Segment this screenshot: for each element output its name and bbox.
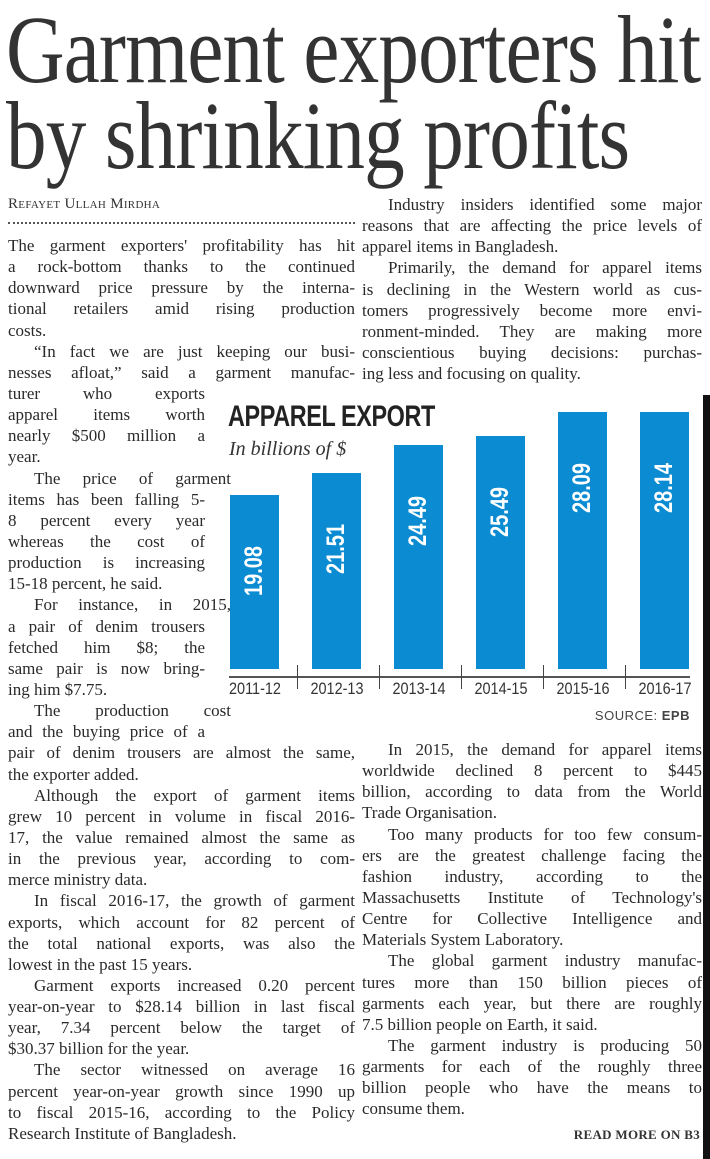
article-line: billion people who have the means to xyxy=(362,1078,702,1098)
article-line: grew 10 percent in volume in fiscal 2016… xyxy=(8,806,355,826)
article-line: a rock-bottom thanks to the continued xyxy=(8,257,355,277)
article-line: items has been falling 5- xyxy=(8,489,205,509)
article-line: worldwide declined 8 percent to $445 xyxy=(362,761,702,781)
article-line: pair of denim trousers are almost the sa… xyxy=(8,743,355,763)
article-line: percent year-on-year growth since 1990 u… xyxy=(8,1081,355,1101)
source-prefix: SOURCE: xyxy=(594,708,658,723)
x-tick xyxy=(625,665,626,689)
headline-line-1: Garment exporters hit xyxy=(6,0,701,103)
article-line: year-on-year to $28.14 billion in last f… xyxy=(8,997,355,1017)
article-line: garments for each of the roughly three xyxy=(362,1057,702,1077)
article-line: ers are the greatest challenge facing th… xyxy=(362,845,702,865)
article-line: year. xyxy=(8,447,41,467)
article-line: Although the export of garment items xyxy=(34,785,355,805)
article-line: The sector witnessed on average 16 xyxy=(34,1060,355,1080)
article-line: nearly $500 million a xyxy=(8,426,205,446)
article-line: The garment exporters' profitability has… xyxy=(8,236,355,255)
article-line: 8 percent every year xyxy=(8,510,205,530)
article-left-column: The garment exporters' profitability has… xyxy=(8,235,355,1144)
article-line: and the buying price of a xyxy=(8,722,205,742)
article-line: Primarily, the demand for apparel items xyxy=(388,258,702,278)
article-line: exports, which account for 82 percent of xyxy=(8,912,355,932)
article-line: to fiscal 2015-16, according to the Poli… xyxy=(8,1102,355,1122)
article-line: In fiscal 2016-17, the growth of garment xyxy=(34,891,355,911)
article-line: ing less and focusing on quality. xyxy=(362,364,581,384)
article-line: turer who exports xyxy=(8,383,205,403)
article-line: apparel items worth xyxy=(8,405,205,425)
x-tick-label: 2014-15 xyxy=(474,679,528,698)
article-line: tomers progressively become more envi- xyxy=(362,300,702,320)
bar-value-label: 24.49 xyxy=(404,496,432,547)
x-tick-label: 2013-14 xyxy=(392,679,446,698)
article-line: 15-18 percent, he said. xyxy=(8,574,163,594)
article-line: fashion industry, according to the xyxy=(362,866,702,886)
article-line: downward price pressure by the interna- xyxy=(8,278,355,298)
article-line: apparel items in Bangladesh. xyxy=(362,237,559,257)
article-line: Materials System Laboratory. xyxy=(362,930,564,950)
article-line: Research Institute of Bangladesh. xyxy=(8,1123,237,1143)
x-tick-label: 2015-16 xyxy=(556,679,610,698)
bar-value-label: 28.09 xyxy=(568,463,596,514)
article-line: the total national exports, was also the xyxy=(8,933,355,953)
article-line: Garment exports increased 0.20 percent xyxy=(34,975,355,995)
article-line: billion, according to data from the Worl… xyxy=(362,782,702,802)
article-line: Trade Organisation. xyxy=(362,803,498,823)
article-line: fetched him $8; the xyxy=(8,637,205,657)
x-tick-label: 2016-17 xyxy=(638,679,692,698)
article-line: in the previous year, according to com- xyxy=(8,849,355,869)
bar-2013-14 xyxy=(394,445,443,669)
source-name: EPB xyxy=(661,708,690,723)
article-line: The production cost xyxy=(34,701,231,721)
read-more-link[interactable]: READ MORE ON B3 xyxy=(573,1127,700,1142)
article-line: year, 7.34 percent below the target of xyxy=(8,1018,355,1038)
article-line: The global garment industry manufac- xyxy=(388,951,702,971)
article-line: costs. xyxy=(8,320,47,340)
article-line: nesses afloat,” said a garment manufac- xyxy=(8,362,355,382)
article-line: reasons that are affecting the price lev… xyxy=(362,216,702,236)
article-line: The price of garment xyxy=(34,468,231,488)
article-line: ing him $7.75. xyxy=(8,679,108,699)
article-line: same pair is now bring- xyxy=(8,658,205,678)
article-line: $30.37 billion for the year. xyxy=(8,1039,190,1059)
article-line: Too many products for too few consum- xyxy=(388,824,702,844)
article-line: Industry insiders identified some major xyxy=(388,195,702,214)
byline-divider xyxy=(8,222,355,224)
bar-2015-16 xyxy=(558,412,607,669)
x-tick xyxy=(461,665,462,689)
page-edge xyxy=(703,395,710,1159)
chart-source: SOURCE: EPB xyxy=(595,708,690,723)
article-line: 17, the value remained almost the same a… xyxy=(8,827,355,847)
article-right-column-top: Industry insiders identified some major r… xyxy=(362,194,702,384)
article-line: tures more than 150 billion pieces of xyxy=(362,972,702,992)
article-line: In 2015, the demand for apparel items xyxy=(388,740,702,759)
article-line: Centre for Collective Intelligence and xyxy=(362,909,702,929)
byline: Refayet Ullah Mirdha xyxy=(8,196,161,212)
article-line: tional retailers amid rising production xyxy=(8,299,355,319)
article-line: a pair of denim trousers xyxy=(8,616,205,636)
article-line: 7.5 billion people on Earth, it said. xyxy=(362,1014,598,1034)
article-line: The garment industry is producing 50 xyxy=(388,1035,702,1055)
article-line: production is increasing xyxy=(8,553,205,573)
article-line: merce ministry data. xyxy=(8,870,148,890)
article-line: For instance, in 2015, xyxy=(34,595,231,615)
article-line: “In fact we are just keeping our busi- xyxy=(34,341,355,361)
article-line: lowest in the past 15 years. xyxy=(8,954,193,974)
article-line: garments each year, but there are roughl… xyxy=(362,993,702,1013)
article-line: consume them. xyxy=(362,1099,465,1119)
article-line: conscientious buying decisions: purchas- xyxy=(362,342,702,362)
article-right-column-bottom: In 2015, the demand for apparel items wor… xyxy=(362,739,702,1120)
bar-value-label: 25.49 xyxy=(486,487,514,538)
article-line: is declining in the Western world as cus… xyxy=(362,279,702,299)
bar-2016-17 xyxy=(640,412,689,669)
article-line: whereas the cost of xyxy=(8,531,205,551)
article-line: ronment-minded. They are making more xyxy=(362,321,702,341)
x-tick xyxy=(543,665,544,689)
article-line: Massachusetts Institute of Technology's xyxy=(362,887,702,907)
bar-value-label: 28.14 xyxy=(650,462,678,513)
x-tick xyxy=(379,665,380,689)
article-line: the exporter added. xyxy=(8,764,139,784)
headline-line-2: by shrinking profits xyxy=(6,82,630,189)
bar-2014-15 xyxy=(476,436,525,669)
